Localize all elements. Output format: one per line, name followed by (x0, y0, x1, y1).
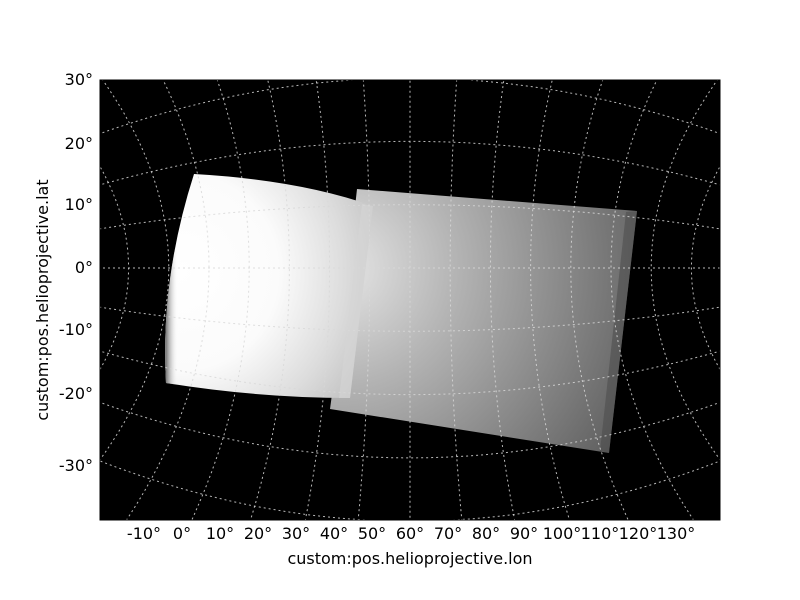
x-tick-label: 10° (206, 524, 234, 543)
grid-line-lon (732, 86, 800, 487)
grid-line-lon (690, 165, 720, 371)
x-tick-label: 70° (434, 524, 462, 543)
x-tick-label: 50° (358, 524, 386, 543)
y-axis-label: custom:pos.helioprojective.lat (33, 179, 52, 420)
grid-line-lon (249, 80, 290, 520)
y-tick-label: 20° (65, 134, 93, 153)
y-tick-label: 30° (65, 70, 93, 89)
grid-line-lon (191, 80, 250, 520)
x-tick-label: 90° (510, 524, 538, 543)
grid-line-lon (610, 80, 695, 520)
grid-line-lon (530, 80, 571, 520)
x-tick-label: 0° (173, 524, 191, 543)
x-axis-label: custom:pos.helioprojective.lon (287, 549, 532, 568)
grid-line-lon (772, 122, 800, 444)
y-tick-label: 0° (75, 258, 93, 277)
grid-line-lon (100, 165, 130, 371)
y-tick-label: -20° (59, 384, 93, 403)
x-tick-label: 120° (619, 524, 658, 543)
x-tick-label: 110° (581, 524, 620, 543)
y-tick-label: -10° (59, 320, 93, 339)
x-tick-label: 130° (657, 524, 696, 543)
outer-frame-edge-shade (600, 211, 637, 453)
outer-imager-frame (330, 189, 637, 453)
image-layer (165, 174, 637, 453)
grid-line-lat (100, 306, 720, 332)
grid-line-lat (100, 204, 720, 230)
x-tick-label: 40° (320, 524, 348, 543)
y-tick-label: 10° (65, 195, 93, 214)
x-tick-label: 100° (543, 524, 582, 543)
grid-line-lon (125, 80, 210, 520)
inner-imager-frame (165, 174, 373, 398)
x-tick-label: 60° (396, 524, 424, 543)
x-tick-label: 30° (282, 524, 310, 543)
x-tick-label: -10° (127, 524, 161, 543)
grid-line-lat (100, 140, 720, 186)
inner-frame-left-edge (165, 174, 205, 385)
y-tick-label: -30° (59, 456, 93, 475)
inner-frame-right-seam (339, 204, 373, 398)
plot-frame (99, 79, 721, 521)
grid-line-lat (100, 350, 720, 396)
x-tick-label: 20° (244, 524, 272, 543)
grid-line-lon (570, 80, 629, 520)
tick-labels: -10° 0° 10° 20° 30° 40° 50° 60° 70° 80° 90° 100° 110… (59, 70, 695, 543)
x-tick-label: 80° (472, 524, 500, 543)
